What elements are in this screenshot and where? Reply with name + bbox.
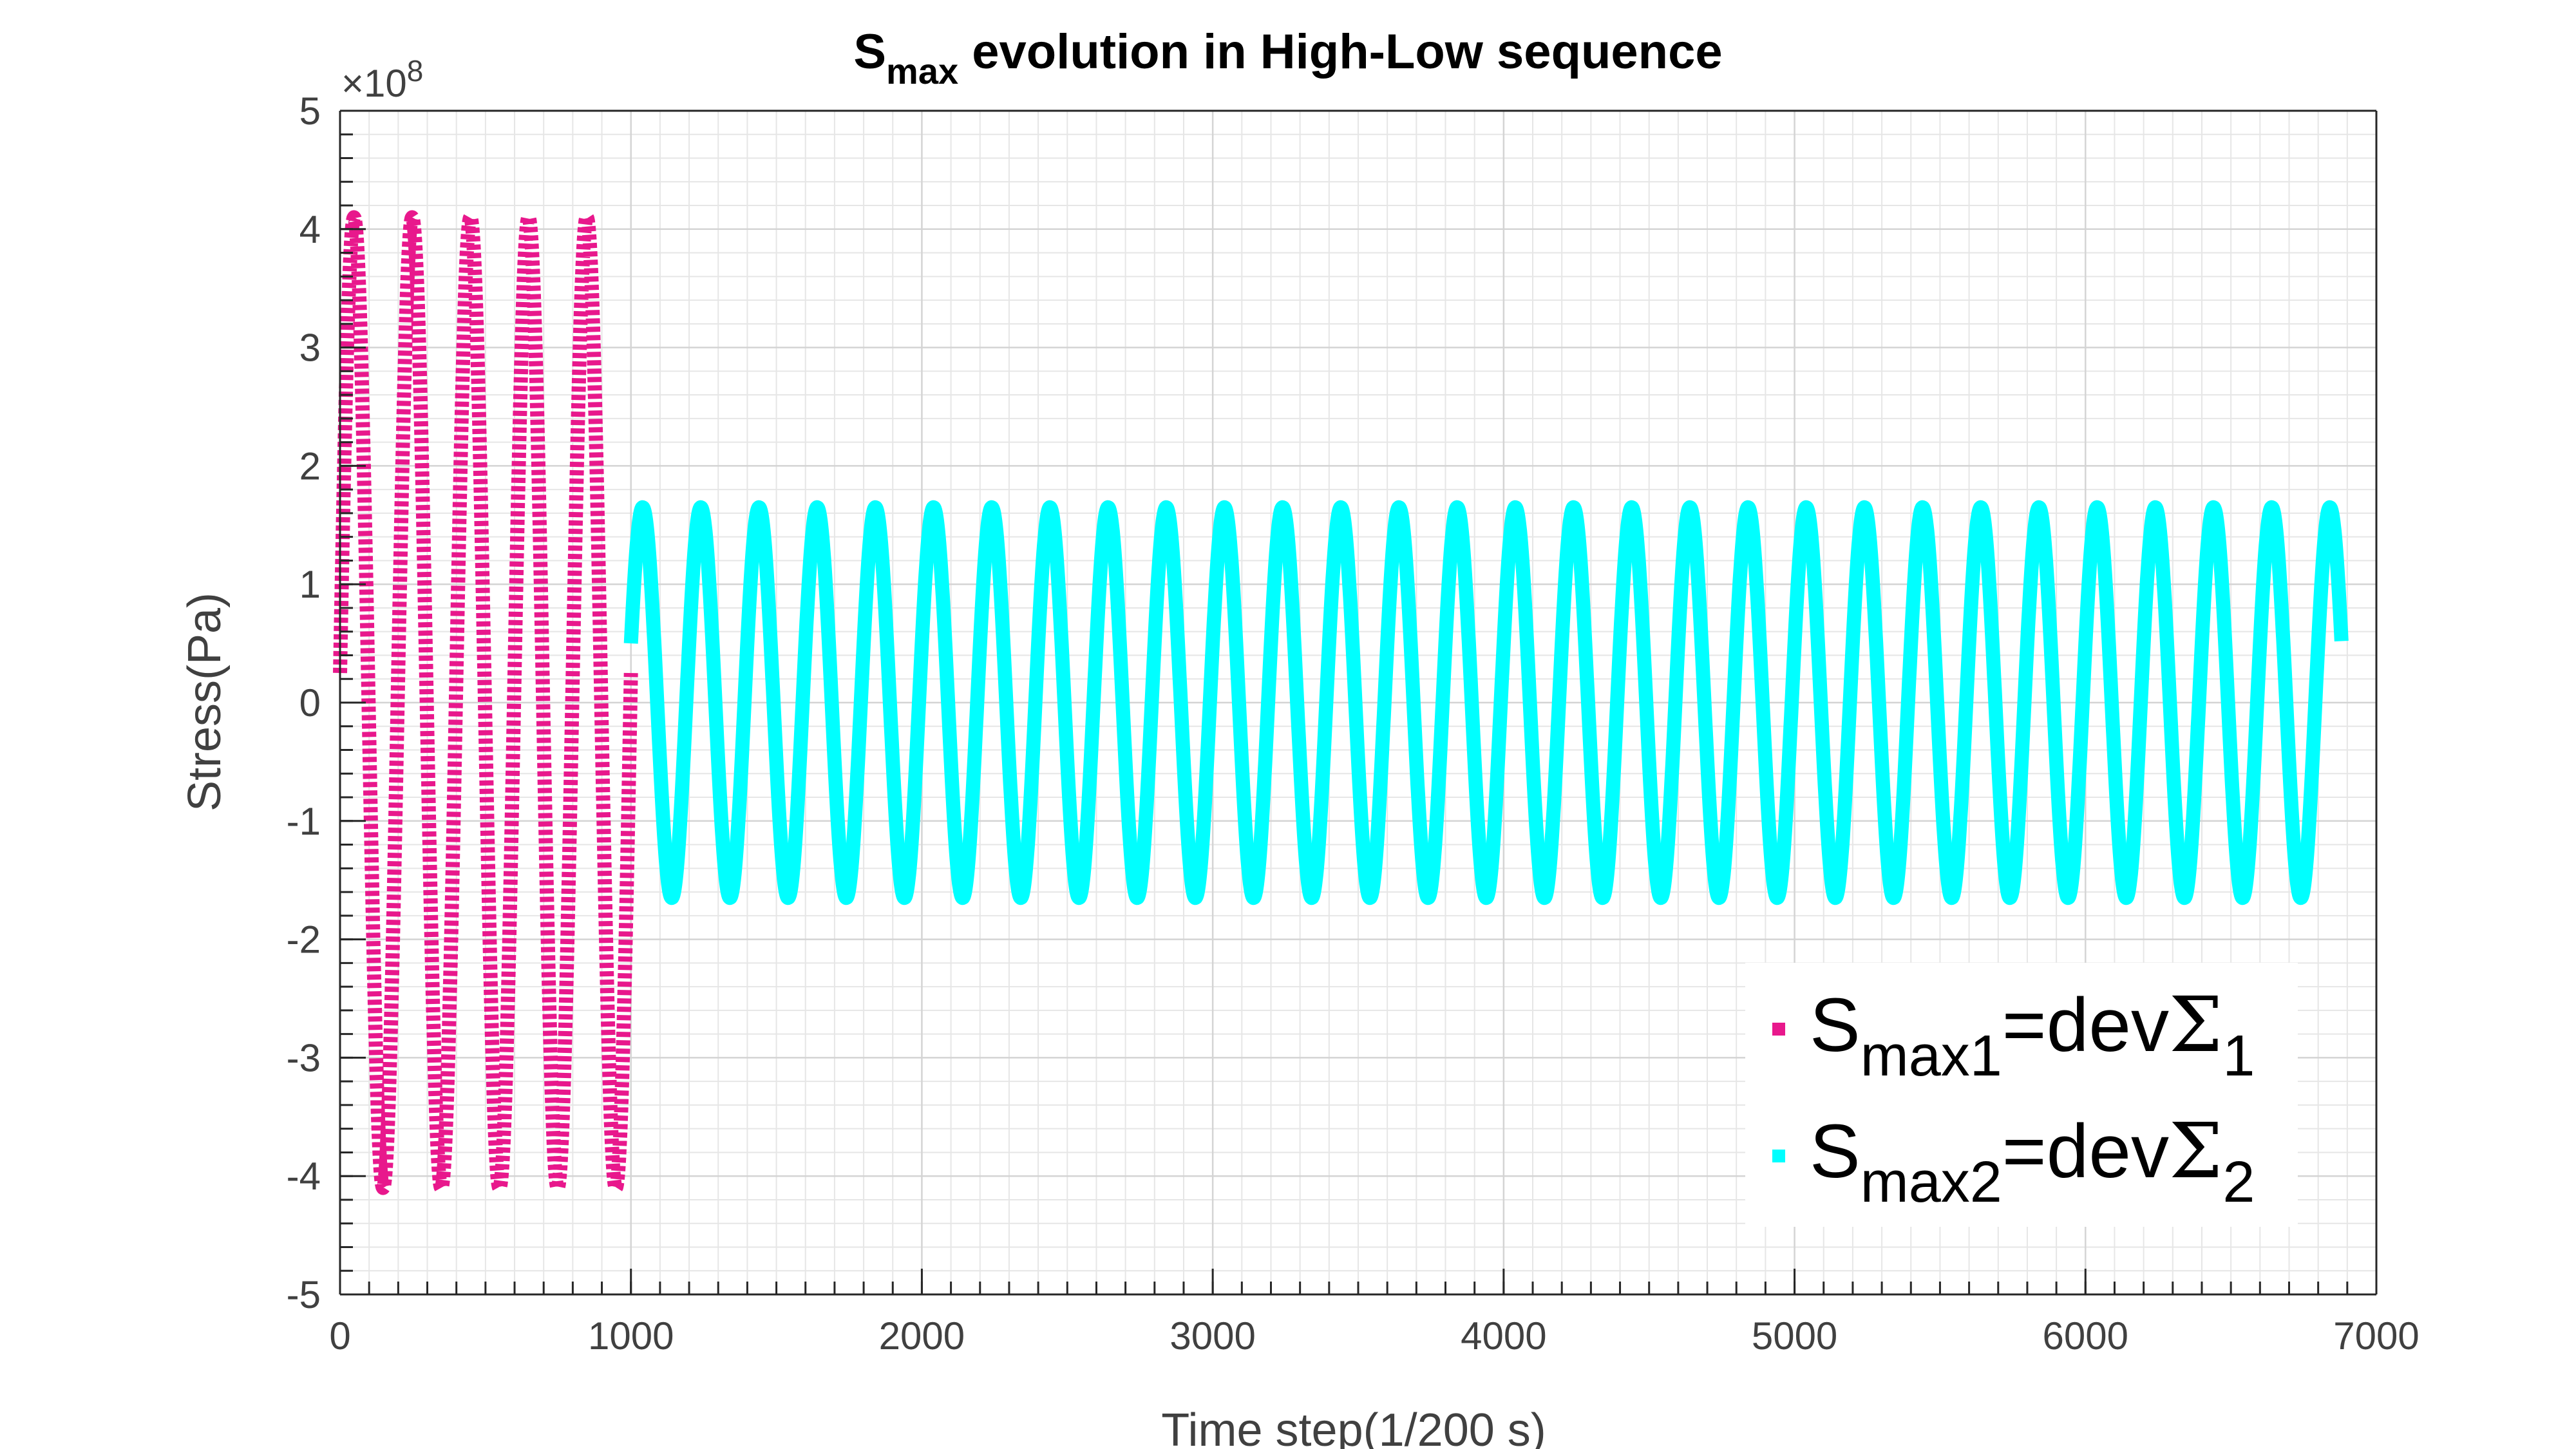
series-layer <box>333 210 2349 1195</box>
series-line-1 <box>333 210 638 1195</box>
y-tick-label: 1 <box>299 563 321 606</box>
x-tick-label: 4000 <box>1461 1314 1546 1358</box>
y-tick-label: -1 <box>287 800 321 843</box>
legend-entry-1-sigma: Σ <box>2169 980 2222 1069</box>
y-tick-label: 4 <box>299 208 321 251</box>
legend-entry-1-base: S <box>1810 983 1861 1068</box>
x-tick-label: 2000 <box>879 1314 965 1358</box>
y-tick-label: -5 <box>287 1273 321 1316</box>
legend-entry-1-sigma-sub: 1 <box>2222 1024 2255 1088</box>
x-tick-label: 5000 <box>1752 1314 1837 1358</box>
legend-entry-1-mid: =dev <box>2002 983 2169 1068</box>
legend-box <box>1745 963 2298 1227</box>
x-tick-label: 0 <box>329 1314 350 1358</box>
legend-marker-1 <box>1772 1023 1785 1036</box>
x-tick-label: 7000 <box>2333 1314 2419 1358</box>
chart-title: Smax evolution in High-Low sequence <box>853 24 1722 91</box>
y-tick-label: -2 <box>287 918 321 961</box>
y-exponent-base: ×10 <box>341 62 407 105</box>
legend: Smax1=devΣ1 Smax2=devΣ2 <box>1745 963 2298 1227</box>
legend-entry-2-sigma: Σ <box>2169 1106 2222 1195</box>
chart-title-rest: evolution in High-Low sequence <box>958 24 1723 79</box>
y-tick-label: -3 <box>287 1036 321 1079</box>
x-tick-label: 1000 <box>588 1314 674 1358</box>
legend-entry-1: Smax1=devΣ1 <box>1810 980 2255 1088</box>
legend-entry-2-mid: =dev <box>2002 1109 2169 1194</box>
y-axis-label: Stress(Pa) <box>179 592 231 811</box>
legend-entry-2: Smax2=devΣ2 <box>1810 1106 2255 1215</box>
axes: 0 1000 2000 3000 4000 5000 6000 7000 5 4 3 2 1 0 -1 -2 -… <box>287 90 2420 1358</box>
legend-entry-2-base: S <box>1810 1109 1861 1194</box>
series-line-2 <box>623 500 2349 905</box>
y-exponent-power: 8 <box>407 54 424 88</box>
y-tick-label: 3 <box>299 327 321 370</box>
legend-entry-2-sub: max2 <box>1861 1150 2002 1215</box>
legend-entry-1-sub: max1 <box>1861 1024 2002 1088</box>
chart-title-base: S <box>853 24 886 79</box>
y-tick-label: 5 <box>299 90 321 133</box>
legend-marker-2 <box>1772 1150 1785 1162</box>
y-tick-label: -4 <box>287 1155 321 1198</box>
x-tick-label: 6000 <box>2043 1314 2128 1358</box>
x-tick-label: 3000 <box>1170 1314 1255 1358</box>
y-tick-label: 0 <box>299 681 321 724</box>
legend-entry-2-sigma-sub: 2 <box>2222 1150 2255 1215</box>
chart-title-subscript: max <box>886 51 958 91</box>
y-exponent: ×108 <box>341 54 423 105</box>
y-tick-label: 2 <box>299 444 321 488</box>
x-axis-label: Time step(1/200 s) <box>1161 1405 1546 1449</box>
